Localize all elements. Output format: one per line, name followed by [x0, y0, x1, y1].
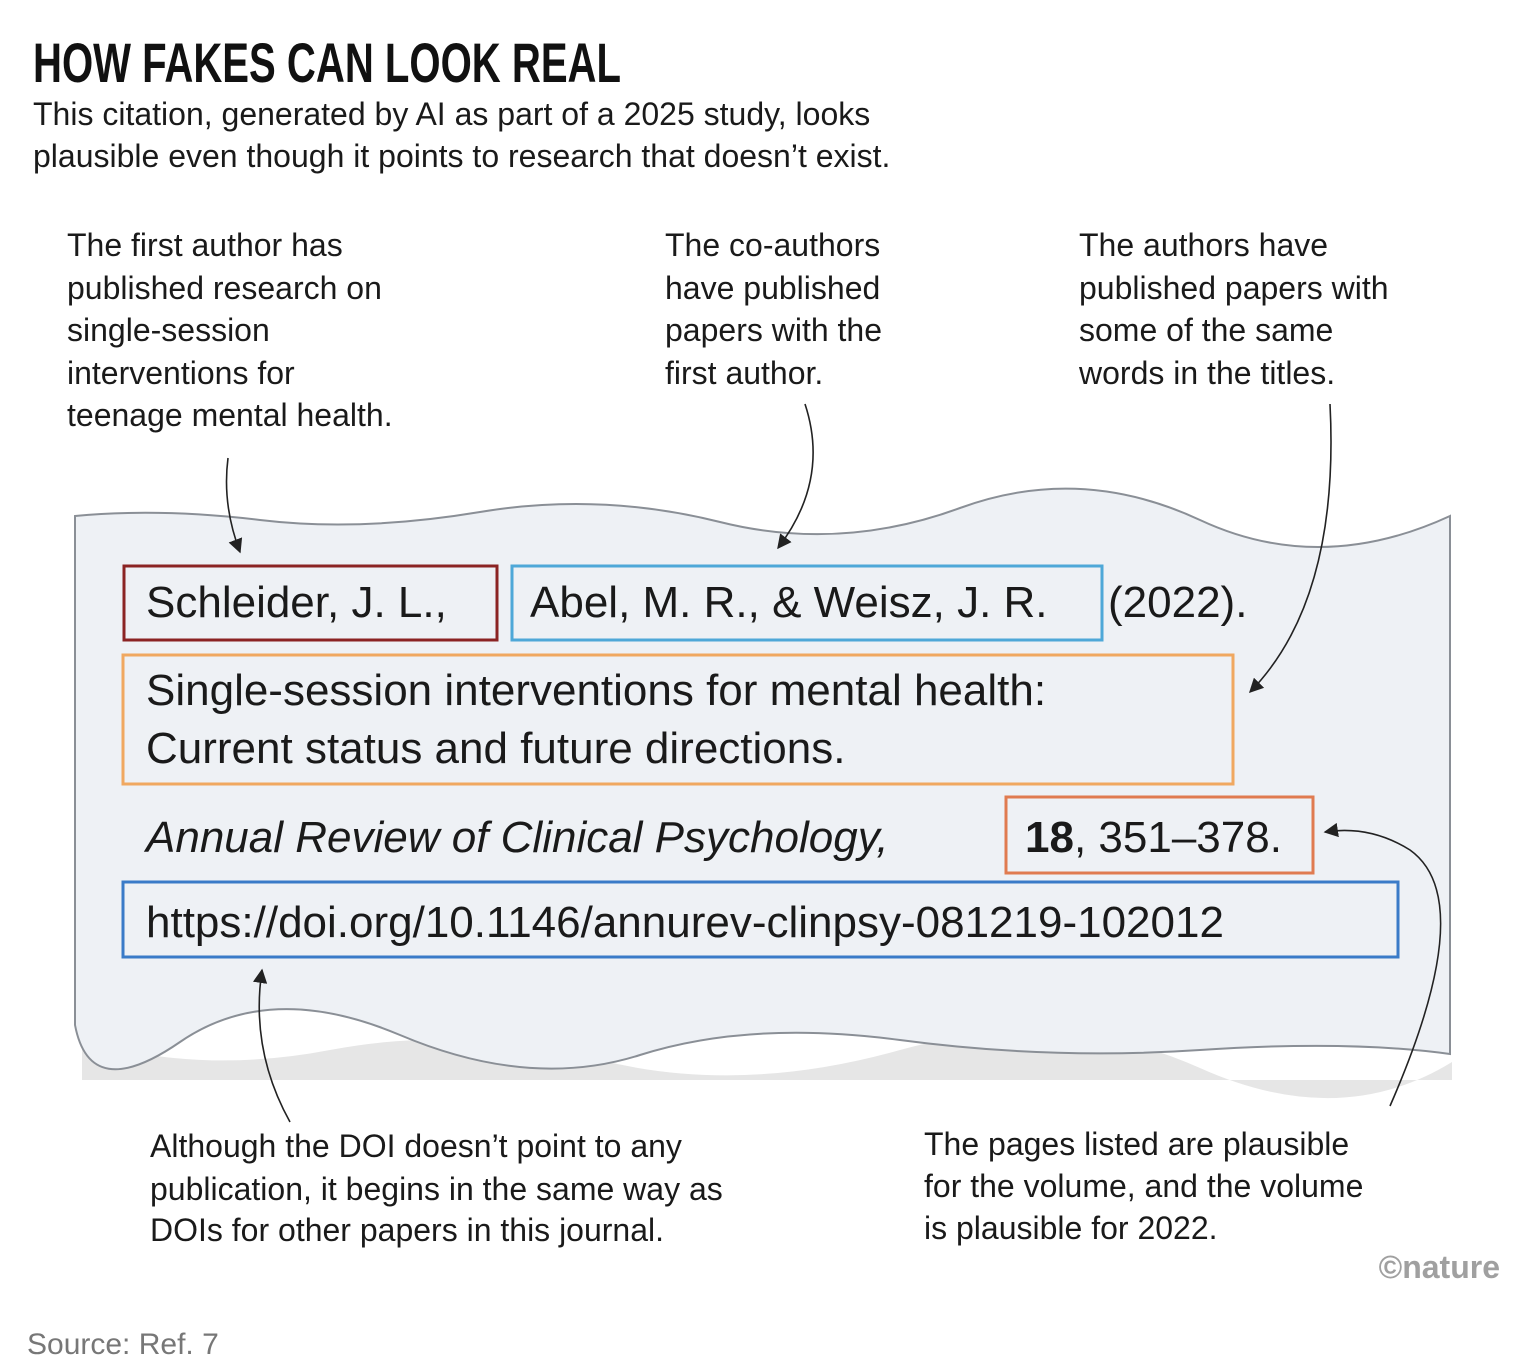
arrow: [252, 968, 291, 1123]
coauthors: Abel, M. R., & Weisz, J. R.: [530, 578, 1048, 627]
paper-title: Single-session interventions for mental …: [146, 666, 1046, 715]
annotation-line: some of the same: [1079, 312, 1333, 348]
subtitle: plausible even though it points to resea…: [33, 138, 890, 174]
annotation-line: interventions for: [67, 355, 295, 391]
arrow: [1248, 403, 1332, 694]
paper: [74, 487, 1451, 1071]
annotation-line: The authors have: [1079, 227, 1328, 263]
paper-title: Current status and future directions.: [146, 724, 845, 773]
volume: 18: [1025, 813, 1074, 862]
annotation: The authors have published papers with s…: [1078, 227, 1389, 391]
annotation-line: published papers with: [1079, 270, 1389, 306]
credit: ©nature: [1379, 1249, 1500, 1285]
annotation-line: single-session: [67, 312, 270, 348]
annotation-line: first author.: [665, 355, 823, 391]
annotation-line: for the volume, and the volume: [924, 1168, 1363, 1204]
volume-box: [1004, 795, 1315, 875]
doi: https://doi.org/10.1146/annurev-clinpsy-…: [146, 898, 1224, 947]
source: Source: Ref. 7: [27, 1328, 219, 1361]
annotation-line: teenage mental health.: [67, 397, 393, 433]
annotation-line: published research on: [67, 270, 382, 306]
annotation-line: have published: [665, 270, 880, 306]
pages: , 351–378.: [1074, 813, 1282, 862]
volume-pages: 18, 351–378.: [1025, 813, 1282, 862]
annotation-line: publication, it begins in the same way a…: [150, 1171, 723, 1207]
first-author-box: [122, 564, 499, 642]
annotation: The pages listed are plausible for the v…: [924, 1126, 1363, 1246]
subtitle: This citation, generated by AI as part o…: [33, 96, 870, 132]
annotation: The first author has published research …: [67, 227, 393, 433]
annotation-line: words in the titles.: [1078, 355, 1335, 391]
arrow: [225, 457, 243, 554]
annotation-line: The pages listed are plausible: [924, 1126, 1349, 1162]
annotation-line: DOIs for other papers in this journal.: [150, 1212, 664, 1248]
annotation: The co-authors have published papers wit…: [665, 227, 882, 391]
annotation-line: The co-authors: [665, 227, 880, 263]
journal: Annual Review of Clinical Psychology,: [143, 813, 889, 862]
year: (2022).: [1108, 578, 1247, 627]
arrow: [777, 403, 814, 550]
annotation-line: Although the DOI doesn’t point to any: [150, 1128, 682, 1164]
title-box: [121, 653, 1235, 786]
first-author: Schleider, J. L.,: [146, 578, 447, 627]
annotation-line: is plausible for 2022.: [924, 1210, 1218, 1246]
title: HOW FAKES CAN LOOK REAL: [33, 31, 621, 94]
coauthors-box: [510, 564, 1104, 642]
doi-box: [121, 880, 1400, 959]
arrow: [1323, 822, 1442, 1107]
annotation: Although the DOI doesn’t point to any pu…: [150, 1128, 723, 1248]
annotation-line: The first author has: [67, 227, 343, 263]
annotation-line: papers with the: [665, 312, 882, 348]
